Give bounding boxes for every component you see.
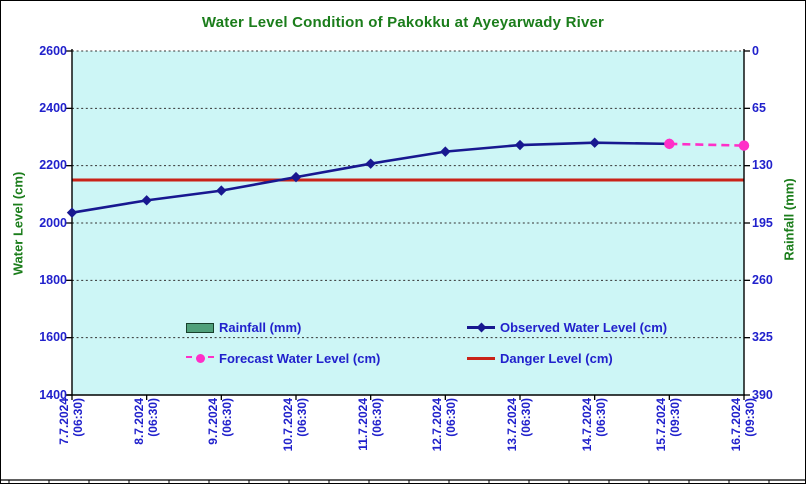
legend-label-forecast: Forecast Water Level (cm) <box>219 350 381 366</box>
right-axis-tick-label: 130 <box>752 158 773 173</box>
x-axis-tick-label: 14.7.2024 (06:30) <box>579 398 608 452</box>
observed-line-icon <box>467 319 495 335</box>
left-axis-tick-label: 2000 <box>39 215 67 230</box>
right-axis-tick-label: 390 <box>752 387 773 402</box>
x-axis-tick-label: 11.7.2024 (06:30) <box>355 398 384 451</box>
x-axis-tick-label: 9.7.2024 (06:30) <box>206 398 234 445</box>
x-axis-tick-label: 7.7.2024 (06:30) <box>57 398 85 445</box>
left-axis-tick-label: 2600 <box>39 43 67 58</box>
right-axis-tick-label: 65 <box>752 100 766 115</box>
left-axis-tick-label: 2400 <box>39 100 67 115</box>
left-axis-tick-label: 1400 <box>39 387 67 402</box>
danger-line-icon <box>467 350 495 366</box>
legend-item-rainfall: Rainfall (mm) <box>186 319 301 335</box>
legend-item-observed: Observed Water Level (cm) <box>467 319 667 335</box>
x-axis-tick-label: 16.7.2024 (09:30) <box>729 398 757 452</box>
legend-item-danger: Danger Level (cm) <box>467 350 613 366</box>
x-axis-tick-label: 15.7.2024 (09:30) <box>654 398 682 452</box>
legend-label-observed: Observed Water Level (cm) <box>500 319 668 335</box>
legend-item-forecast: Forecast Water Level (cm) <box>186 350 380 366</box>
x-axis-tick-label: 12.7.2024 (06:30) <box>430 398 458 452</box>
x-axis-tick-label: 10.7.2024 (06:30) <box>281 398 309 452</box>
left-axis-tick-label: 1600 <box>39 330 67 345</box>
legend-label-danger: Danger Level (cm) <box>500 350 613 366</box>
legend-label-rainfall: Rainfall (mm) <box>219 319 302 335</box>
forecast-line-icon <box>186 350 214 366</box>
left-axis-tick-label: 1800 <box>39 272 67 287</box>
left-axis-tick-label: 2200 <box>39 158 67 173</box>
right-axis-tick-label: 195 <box>752 215 773 230</box>
x-axis-tick-label: 8.7.2024 (06:30) <box>131 398 160 445</box>
x-axis-tick-label: 13.7.2024 (06:30) <box>505 398 533 452</box>
right-axis-tick-label: 325 <box>752 330 773 345</box>
rainfall-swatch-icon <box>186 319 214 335</box>
right-axis-tick-label: 0 <box>752 43 759 58</box>
right-axis-tick-label: 260 <box>752 272 773 287</box>
chart-title: Water Level Condition of Pakokku at Ayey… <box>201 14 605 31</box>
